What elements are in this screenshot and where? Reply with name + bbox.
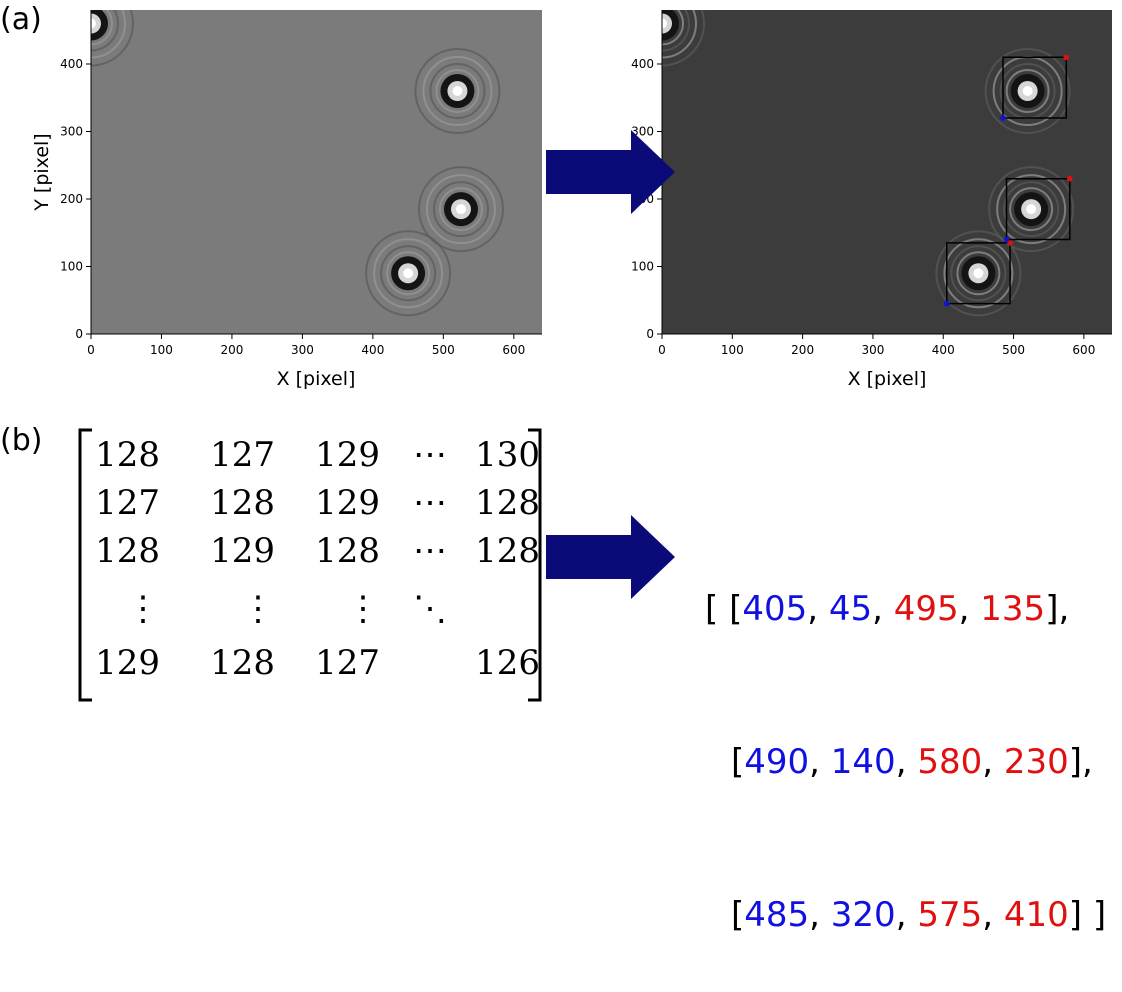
bounding-box	[1000, 54, 1070, 121]
x-tick-label: 0	[658, 343, 666, 357]
y-tick-label: 100	[631, 260, 654, 274]
matrix-cell: ⋯	[413, 435, 447, 475]
matrix-cell: 129	[210, 531, 275, 571]
matrix-cell: 128	[475, 531, 540, 571]
matrix-cell: 127	[210, 435, 275, 475]
x-tick-label: 100	[721, 343, 744, 357]
matrix-cell: 130	[475, 435, 540, 475]
matrix-cell: ⋮	[126, 589, 160, 629]
matrix-cell: ⋯	[413, 531, 447, 571]
particle-hologram	[984, 48, 1071, 134]
panel-label-a: (a)	[0, 2, 42, 37]
bbox-list: [ [405, 45, 495, 135], [490, 140, 580, 2…	[705, 482, 1106, 992]
x-tick-label: 300	[861, 343, 884, 357]
matrix-cell: ⋱	[413, 589, 447, 629]
bounding-box	[1003, 175, 1073, 243]
matrix-cell: 128	[95, 435, 160, 475]
y-tick-label: 100	[60, 260, 83, 274]
x-tick-label: 200	[220, 343, 243, 357]
matrix-cell: 128	[210, 483, 275, 523]
box-corner-min	[1000, 115, 1006, 121]
box-corner-max	[1007, 240, 1013, 246]
matrix-cell: 127	[95, 483, 160, 523]
particle-hologram	[365, 230, 452, 317]
y-tick-label: 300	[631, 125, 654, 139]
arrow-top	[546, 130, 675, 214]
x-tick-label: 0	[87, 343, 95, 357]
y-tick-label: 400	[631, 57, 654, 71]
box-corner-max	[1067, 175, 1073, 182]
x-tick-label: 500	[1002, 343, 1025, 357]
matrix-brackets	[78, 428, 542, 702]
y-tick-label: 400	[60, 57, 83, 71]
matrix-cell: 129	[315, 435, 380, 475]
matrix-cell: 128	[315, 531, 380, 571]
panel-label-b: (b)	[0, 423, 43, 458]
x-axis-label-right: X [pixel]	[848, 368, 927, 390]
x-tick-label: 300	[291, 343, 314, 357]
bbox-row-2: [490, 140, 580, 230],	[731, 742, 1093, 782]
matrix-cell: 129	[95, 643, 160, 683]
matrix-cell: 128	[95, 531, 160, 571]
x-tick-label: 400	[361, 343, 384, 357]
x-tick-label: 500	[432, 343, 455, 357]
hologram-image-right	[662, 10, 1112, 334]
x-axis-label-left: X [pixel]	[277, 368, 356, 390]
bbox-row-1: [ [405, 45, 495, 135],	[705, 589, 1070, 629]
hologram-image-left	[91, 10, 542, 334]
y-tick-label: 0	[75, 327, 83, 341]
y-axis-label-left: Y [pixel]	[31, 133, 53, 211]
x-tick-label: 200	[791, 343, 814, 357]
particle-hologram	[988, 166, 1075, 253]
matrix-cell: 128	[210, 643, 275, 683]
x-tick-label: 600	[502, 343, 525, 357]
bbox-row-3: [485, 320, 575, 410] ]	[731, 895, 1107, 935]
matrix-cell: 126	[475, 643, 540, 683]
hologram-plot-left: 0 100 200 300 400 500 600 0 100 200 300 400 X [pix…	[31, 10, 542, 390]
y-tick-label: 200	[60, 192, 83, 206]
box-corner-max	[1063, 54, 1070, 61]
particle-hologram	[414, 48, 501, 134]
arrow-bottom	[546, 515, 675, 599]
y-tick-label: 0	[646, 327, 654, 341]
y-tick-label: 300	[60, 125, 83, 139]
x-tick-label: 600	[1072, 343, 1095, 357]
x-tick-label: 400	[932, 343, 955, 357]
matrix-cell: 129	[315, 483, 380, 523]
matrix-cell: ⋮	[346, 589, 380, 629]
particle-hologram	[662, 10, 705, 67]
box-corner-min	[943, 300, 950, 307]
particle-hologram	[417, 166, 504, 253]
box-corner-min	[1003, 236, 1010, 243]
matrix-cell: ⋯	[413, 483, 447, 523]
bounding-box	[943, 240, 1013, 307]
pixel-matrix: 128 127 129 ⋯ 130 127 128 129 ⋯ 128 128 129 128 ⋯ 128 ⋮…	[70, 425, 550, 705]
matrix-cell: 127	[315, 643, 380, 683]
x-tick-label: 100	[150, 343, 173, 357]
matrix-cell: ⋮	[241, 589, 275, 629]
particle-hologram	[935, 230, 1022, 317]
particle-hologram	[91, 10, 134, 67]
matrix-cell: 128	[475, 483, 540, 523]
